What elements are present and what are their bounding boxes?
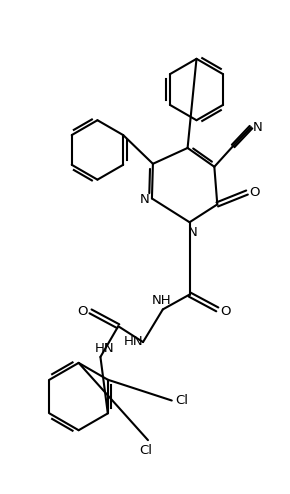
Text: NH: NH: [152, 294, 172, 307]
Text: HN: HN: [123, 334, 143, 348]
Text: O: O: [250, 186, 260, 199]
Text: N: N: [140, 193, 150, 206]
Text: Cl: Cl: [175, 394, 188, 407]
Text: HN: HN: [95, 341, 114, 355]
Text: O: O: [220, 305, 231, 318]
Text: N: N: [253, 121, 263, 134]
Text: O: O: [77, 305, 88, 318]
Text: N: N: [188, 226, 197, 239]
Text: Cl: Cl: [139, 444, 153, 456]
